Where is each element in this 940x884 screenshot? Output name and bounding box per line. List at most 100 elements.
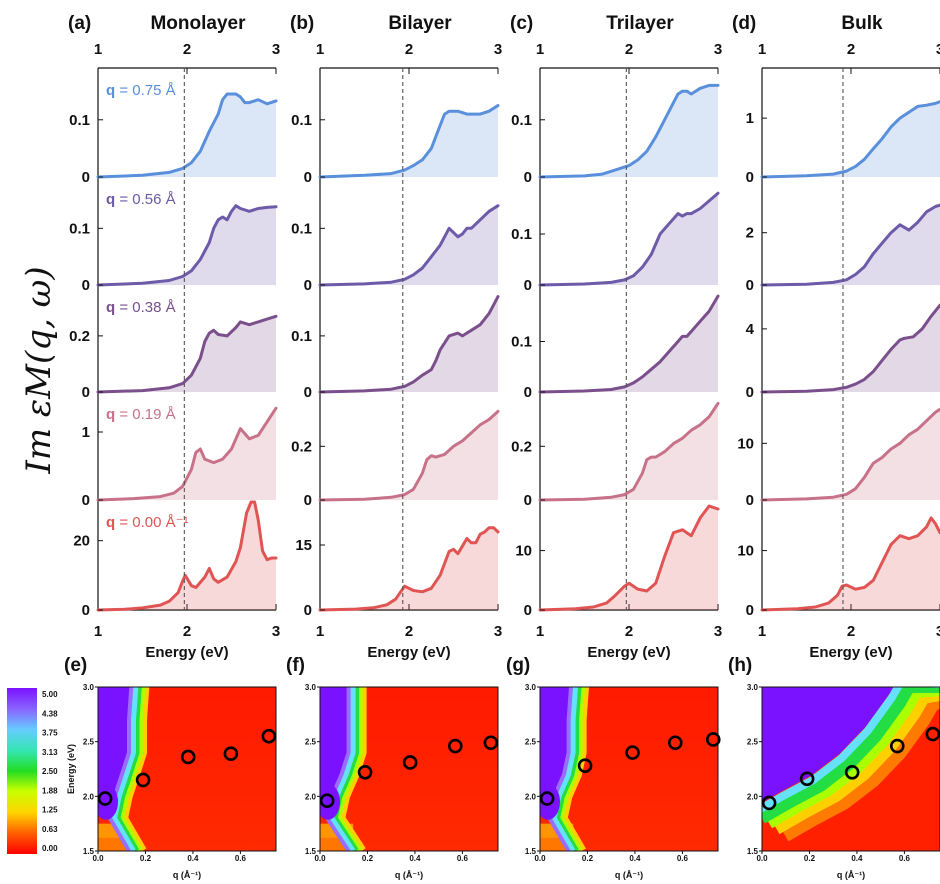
x-tick-label-top: 3 bbox=[272, 41, 280, 58]
heatmap-high-region bbox=[98, 687, 133, 815]
q-value: = 0.56 Å bbox=[115, 191, 175, 208]
peak-marker bbox=[889, 738, 905, 754]
x-tick-label-top: 1 bbox=[316, 41, 324, 58]
heatmap-edge-band bbox=[779, 690, 940, 842]
x-tick-label: 0.2 bbox=[804, 854, 816, 863]
series-4: 00.1 bbox=[511, 83, 720, 186]
x-tick-label: 0.2 bbox=[140, 854, 152, 863]
x-tick-label: 0.4 bbox=[851, 854, 863, 863]
colorbar-tick-label: 3.75 bbox=[42, 729, 58, 738]
series-line bbox=[538, 83, 720, 179]
q-symbol: q bbox=[106, 299, 115, 316]
series-area bbox=[762, 305, 940, 392]
y-tick-label: 2.0 bbox=[525, 792, 537, 801]
peak-marker bbox=[625, 745, 640, 760]
y-tick-label: 2.0 bbox=[305, 792, 317, 801]
x-tick-label-bottom: 1 bbox=[94, 623, 102, 640]
q-symbol: q bbox=[106, 406, 115, 423]
y-tick-label: 0 bbox=[524, 277, 532, 294]
series-q-label: q = 0.56 Å bbox=[106, 191, 176, 208]
heatmap-frame bbox=[319, 686, 499, 852]
peak-marker bbox=[319, 793, 335, 809]
x-tick-label-bottom: 2 bbox=[847, 623, 855, 640]
peak-marker bbox=[539, 791, 555, 806]
series-line bbox=[318, 295, 500, 394]
series-3: 02 bbox=[746, 203, 940, 294]
x-axis-title: q (Å⁻¹) bbox=[395, 870, 423, 880]
peak-marker bbox=[705, 732, 721, 747]
series-area bbox=[540, 296, 718, 392]
x-tick-label: 0.2 bbox=[362, 854, 374, 863]
heatmap-lobe bbox=[320, 783, 340, 820]
x-tick-label: 0.0 bbox=[314, 854, 326, 863]
heatmap-low-region bbox=[98, 837, 127, 851]
y-tick-label: 4 bbox=[746, 321, 755, 338]
y-tick-label: 0.1 bbox=[291, 328, 312, 345]
x-axis-title: Energy (eV) bbox=[367, 644, 450, 661]
colorbar-tick-label: 4.38 bbox=[42, 709, 58, 718]
series-line bbox=[760, 407, 940, 502]
q-value: = 0.00 Å⁻¹ bbox=[115, 514, 188, 531]
y-tick-label: 10 bbox=[737, 435, 754, 452]
series-area bbox=[98, 408, 276, 500]
series-line bbox=[760, 100, 940, 179]
series-4: 01 bbox=[746, 100, 940, 186]
heatmap-edge-band bbox=[111, 687, 139, 851]
x-axis-title: q (Å⁻¹) bbox=[837, 870, 865, 880]
series-q-label: q = 0.75 Å bbox=[106, 82, 176, 99]
peak-marker bbox=[483, 735, 499, 751]
series-1: 00.2 bbox=[511, 401, 720, 509]
y-tick-label: 20 bbox=[73, 533, 90, 550]
y-tick-label: 0.1 bbox=[511, 226, 532, 243]
y-tick-label: 0 bbox=[82, 169, 90, 186]
x-tick-label-top: 2 bbox=[625, 41, 633, 58]
x-tick-label-top: 1 bbox=[758, 41, 766, 58]
y-tick-label: 3.0 bbox=[83, 683, 95, 692]
y-tick-label: 10 bbox=[737, 543, 754, 560]
q-value: = 0.75 Å bbox=[115, 82, 175, 99]
y-tick-label: 0 bbox=[82, 384, 90, 401]
panel-label: (c) bbox=[510, 13, 533, 34]
x-tick-label-bottom: 3 bbox=[272, 623, 280, 640]
x-tick-label-top: 1 bbox=[94, 41, 102, 58]
series-area bbox=[98, 94, 276, 177]
peak-marker bbox=[261, 728, 277, 744]
series-0: 0 20 q = 0.00 Å⁻¹ bbox=[73, 500, 278, 619]
series-area bbox=[540, 506, 718, 610]
x-tick-label-bottom: 1 bbox=[536, 623, 544, 640]
x-tick-label-top: 2 bbox=[183, 41, 191, 58]
x-tick-label-top: 2 bbox=[847, 41, 855, 58]
series-4: 00.1 bbox=[291, 104, 500, 186]
x-tick-label-top: 3 bbox=[494, 41, 502, 58]
y-tick-label: 10 bbox=[515, 543, 532, 560]
y-tick-label: 2.5 bbox=[83, 738, 95, 747]
series-q-label: q = 0.38 Å bbox=[106, 299, 176, 316]
panel-title: Monolayer bbox=[150, 13, 246, 34]
series-line bbox=[538, 401, 720, 502]
y-tick-label: 0.1 bbox=[291, 220, 312, 237]
heatmap-frame bbox=[761, 686, 940, 852]
x-tick-label-top: 2 bbox=[405, 41, 413, 58]
x-tick-label: 0.0 bbox=[92, 854, 104, 863]
y-tick-label: 0 bbox=[746, 602, 754, 619]
heatmap-panel-f: (f) 0.0 0.2 0.4 0.6 1.5 2.0 2.5 3.0 q (Å⁻¹) bbox=[286, 655, 499, 880]
x-tick-label: 0.2 bbox=[582, 854, 594, 863]
q-value: = 0.19 Å bbox=[115, 406, 175, 423]
x-tick-label: 0.6 bbox=[235, 854, 247, 863]
y-tick-label: 0 bbox=[82, 602, 90, 619]
series-line bbox=[318, 526, 500, 612]
colorbar-tick-label: 2.50 bbox=[42, 767, 58, 776]
y-tick-label: 0.2 bbox=[291, 438, 312, 455]
y-tick-label: 0.1 bbox=[291, 112, 312, 129]
y-tick-label: 0.1 bbox=[511, 112, 532, 129]
colorbar-tick-label: 1.25 bbox=[42, 806, 58, 815]
peak-marker bbox=[223, 746, 239, 761]
y-tick-label: 2.5 bbox=[525, 738, 537, 747]
y-tick-label: 0 bbox=[524, 384, 532, 401]
series-4: 0 0.1 q = 0.75 Å bbox=[69, 82, 278, 186]
peak-marker bbox=[357, 764, 373, 780]
heatmap-image bbox=[98, 687, 276, 851]
